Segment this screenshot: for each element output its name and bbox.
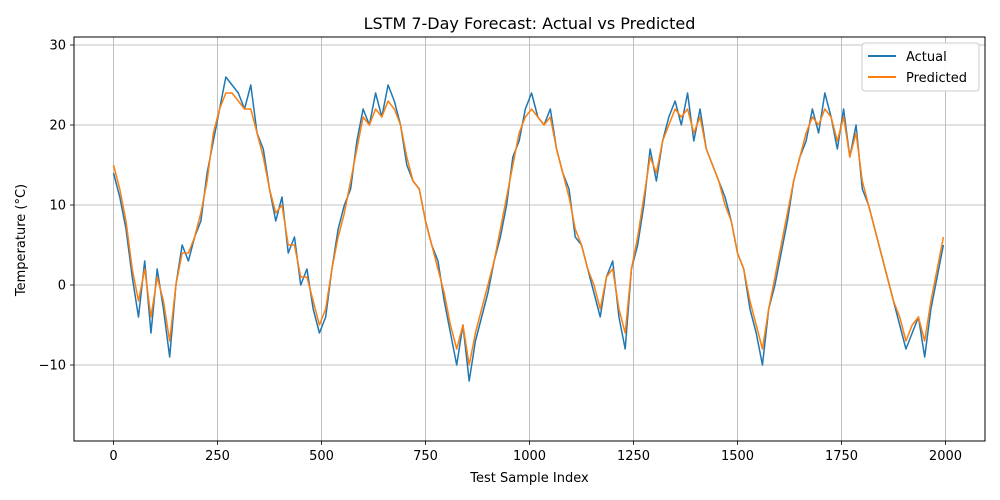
y-axis-label: Temperature (°C) — [14, 184, 29, 297]
x-tick-label: 750 — [413, 449, 438, 464]
y-tick-label: −10 — [39, 359, 66, 374]
y-tick-label: 30 — [49, 39, 66, 54]
series-line-predicted — [112, 92, 945, 366]
x-tick-label: 1750 — [825, 449, 858, 464]
series-line-actual — [112, 76, 945, 382]
y-tick-label: 0 — [58, 279, 66, 294]
x-tick-label: 2000 — [929, 449, 962, 464]
x-tick-label: 0 — [109, 449, 117, 464]
y-axis: −10 0 10 20 30 — [39, 39, 74, 374]
x-tick-label: 1000 — [513, 449, 546, 464]
legend-label-actual: Actual — [906, 50, 947, 65]
legend: Actual Predicted — [861, 42, 980, 92]
plot-area — [73, 36, 986, 442]
y-tick-label: 10 — [49, 199, 66, 214]
series-layer — [112, 76, 945, 382]
x-tick-label: 1250 — [617, 449, 650, 464]
x-tick-label: 250 — [205, 449, 230, 464]
x-axis-label: Test Sample Index — [469, 471, 589, 486]
y-tick-label: 20 — [49, 119, 66, 134]
legend-label-predicted: Predicted — [906, 71, 967, 86]
chart-title: LSTM 7-Day Forecast: Actual vs Predicted — [364, 14, 696, 33]
x-tick-label: 1500 — [721, 449, 754, 464]
x-tick-label: 500 — [309, 449, 334, 464]
x-axis: 0 250 500 750 1000 1250 1500 1750 2000 — [109, 441, 962, 464]
